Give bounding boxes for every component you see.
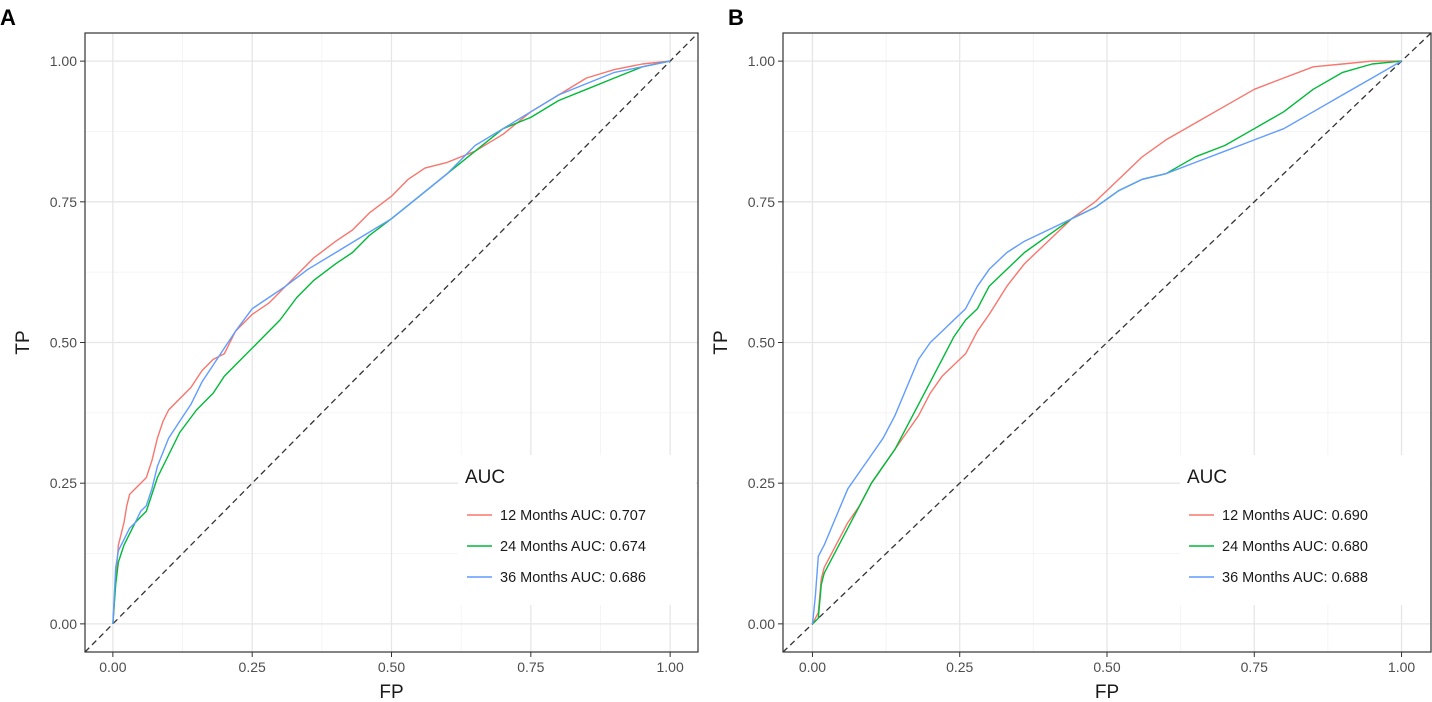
panel-a-x-tick-label-0: 0.00 bbox=[99, 659, 126, 675]
panel-a-y-tick-label-3: 0.75 bbox=[50, 194, 77, 210]
panel-b-border bbox=[782, 32, 1432, 653]
panel-a-y-tick-label-1: 0.25 bbox=[50, 475, 77, 491]
panel-b-legend-title: AUC bbox=[1187, 467, 1227, 488]
panel-a-series-line-0 bbox=[112, 60, 671, 624]
panel-a-tag: A bbox=[0, 5, 16, 30]
panel-b-x-tick-label-2: 0.50 bbox=[1093, 659, 1120, 675]
panel-b-series-line-1 bbox=[812, 60, 1402, 625]
panel-a: A 0.00 0.25 0.50 0.75 1.00 0.00 0.25 0.50 0.75 1.0… bbox=[0, 5, 699, 702]
panel-b: B 0.00 0.25 0.50 0.75 1.00 0.00 0.25 0.50 0.75 1.0… bbox=[711, 5, 1432, 702]
panel-b-y-axis-title: TP bbox=[711, 330, 732, 354]
panel-a-legend-label-2: 36 Months AUC: 0.686 bbox=[500, 570, 646, 586]
panel-a-x-tick-label-4: 1.00 bbox=[657, 659, 684, 675]
panel-b-legend: AUC 12 Months AUC: 0.690 24 Months AUC: 0.… bbox=[1180, 455, 1430, 605]
panel-b-y-tick-label-2: 0.50 bbox=[748, 335, 775, 351]
panel-a-reference-diagonal bbox=[84, 32, 699, 653]
panel-a-y-tick-label-4: 1.00 bbox=[50, 53, 77, 69]
panel-b-x-axis-title: FP bbox=[1095, 682, 1119, 702]
panel-b-x-tick-label-3: 0.75 bbox=[1241, 659, 1268, 675]
panel-a-legend-label-1: 24 Months AUC: 0.674 bbox=[500, 539, 646, 555]
panel-b-y-tick-label-0: 0.00 bbox=[748, 616, 775, 632]
panel-a-legend-background bbox=[458, 455, 696, 605]
panel-b-legend-background bbox=[1180, 455, 1430, 605]
panel-a-y-tick-label-2: 0.50 bbox=[50, 335, 77, 351]
panel-b-legend-label-2: 36 Months AUC: 0.688 bbox=[1222, 570, 1368, 586]
panel-b-tag: B bbox=[728, 5, 744, 30]
panel-a-series-line-1 bbox=[112, 60, 671, 624]
panel-b-y-tick-label-4: 1.00 bbox=[748, 53, 775, 69]
panel-b-x-tick-label-1: 0.25 bbox=[946, 659, 973, 675]
panel-a-y-tick-label-0: 0.00 bbox=[50, 616, 77, 632]
panel-b-legend-label-1: 24 Months AUC: 0.680 bbox=[1222, 539, 1368, 555]
panel-b-y-tick-label-3: 0.75 bbox=[748, 194, 775, 210]
panel-b-series-line-0 bbox=[811, 60, 1402, 625]
panel-a-legend: AUC 12 Months AUC: 0.707 24 Months AUC: 0.… bbox=[458, 455, 696, 605]
panel-b-series-line-2 bbox=[811, 60, 1402, 624]
panel-b-x-tick-label-4: 1.00 bbox=[1388, 659, 1415, 675]
panel-a-x-axis-title: FP bbox=[379, 682, 403, 702]
panel-a-legend-title: AUC bbox=[465, 467, 505, 488]
panel-a-x-tick-label-1: 0.25 bbox=[239, 659, 266, 675]
panel-b-legend-label-0: 12 Months AUC: 0.690 bbox=[1222, 508, 1368, 524]
panel-a-x-tick-label-3: 0.75 bbox=[517, 659, 544, 675]
panel-a-border bbox=[84, 32, 699, 653]
panel-a-series-line-2 bbox=[112, 60, 671, 624]
panel-a-x-tick-label-2: 0.50 bbox=[378, 659, 405, 675]
panel-b-x-tick-label-0: 0.00 bbox=[799, 659, 826, 675]
panel-b-y-tick-label-1: 0.25 bbox=[748, 475, 775, 491]
panel-a-y-axis-title: TP bbox=[13, 330, 34, 354]
panel-a-legend-label-0: 12 Months AUC: 0.707 bbox=[500, 508, 646, 524]
